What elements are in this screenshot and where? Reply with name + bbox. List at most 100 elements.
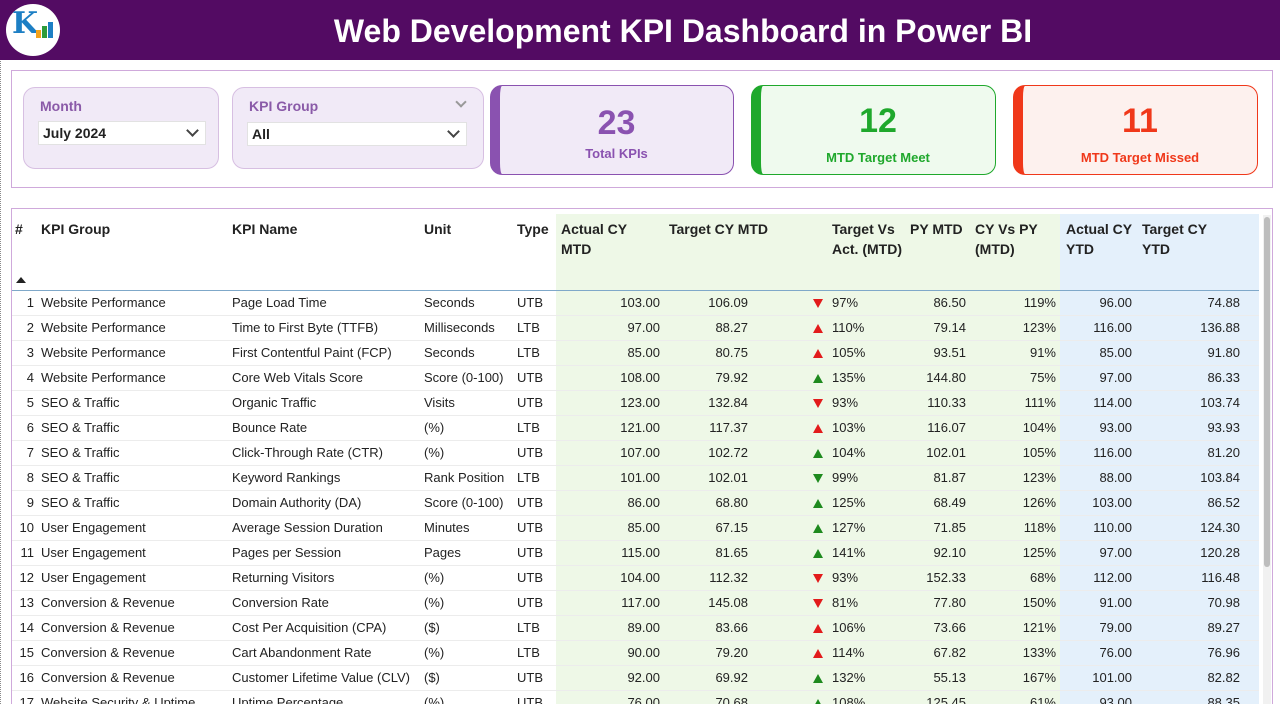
column-header-cy-vs-py[interactable]: CY Vs PY (MTD) — [975, 221, 1038, 257]
chevron-down-icon[interactable] — [455, 96, 467, 108]
column-header-kpi-group[interactable]: KPI Group — [41, 221, 111, 237]
column-header-type[interactable]: Type — [517, 221, 549, 237]
table-row[interactable]: 2 Website Performance Time to First Byte (… — [12, 316, 1259, 341]
cell-kpi-group: Website Security & Uptime — [41, 695, 196, 704]
cell-unit: Score (0-100) — [424, 370, 504, 385]
cell-type: LTB — [517, 620, 540, 635]
cell-cy-vs-py: 119% — [1023, 295, 1056, 310]
total-kpis-card: 23 Total KPIs — [490, 85, 734, 175]
cell-actual-cy-ytd: 101.00 — [1092, 670, 1132, 685]
table-row[interactable]: 1 Website Performance Page Load Time Second… — [12, 291, 1259, 316]
cell-actual-cy-ytd: 88.00 — [1099, 470, 1132, 485]
triangle-down-icon — [813, 574, 823, 583]
column-header-target-vs-act[interactable]: Target Vs Act. (MTD) — [832, 221, 902, 257]
table-row[interactable]: 17 Website Security & Uptime Uptime Percen… — [12, 691, 1259, 704]
table-row[interactable]: 13 Conversion & Revenue Conversion Rate (%)… — [12, 591, 1259, 616]
cell-cy-vs-py: 123% — [1022, 320, 1056, 335]
cell-target-cy-mtd: 112.32 — [709, 570, 748, 585]
triangle-down-icon — [813, 474, 823, 483]
table-row[interactable]: 9 SEO & Traffic Domain Authority (DA) Score… — [12, 491, 1259, 516]
cell-target-cy-mtd: 69.92 — [715, 670, 748, 685]
table-row[interactable]: 6 SEO & Traffic Bounce Rate (%) LTB 121.00 11… — [12, 416, 1259, 441]
table-row[interactable]: 14 Conversion & Revenue Cost Per Acquisiti… — [12, 616, 1259, 641]
cell-unit: (%) — [424, 445, 445, 460]
cell-kpi-name: Keyword Rankings — [232, 470, 341, 485]
cell-py-mtd: 79.14 — [933, 320, 966, 335]
cell-py-mtd: 71.85 — [933, 520, 966, 535]
column-header-kpi-name[interactable]: KPI Name — [232, 221, 298, 237]
cell-target-cy-mtd: 145.08 — [708, 595, 748, 610]
mtd-column-band — [556, 214, 1060, 704]
cell-cy-vs-py: 75% — [1029, 370, 1056, 385]
cell-type: UTB — [517, 395, 543, 410]
cell-target-cy-mtd: 79.92 — [715, 370, 748, 385]
mtd-target-meet-label: MTD Target Meet — [826, 150, 930, 165]
cell-actual-cy-ytd: 79.00 — [1099, 620, 1132, 635]
table-body: 1 Website Performance Page Load Time Second… — [12, 291, 1259, 704]
column-header-py-mtd[interactable]: PY MTD — [910, 221, 963, 237]
column-header-target-cy-ytd[interactable]: Target CY YTD — [1142, 221, 1207, 257]
column-header-unit[interactable]: Unit — [424, 221, 452, 237]
cell-actual-cy-ytd: 97.00 — [1099, 545, 1132, 560]
table-row[interactable]: 10 User Engagement Average Session Duratio… — [12, 516, 1259, 541]
summary-panel: Month July 2024 KPI Group All 23 Total K… — [11, 70, 1273, 188]
cell-actual-cy-mtd: 108.00 — [620, 370, 660, 385]
cell-target-cy-mtd: 83.66 — [715, 620, 748, 635]
cell-target-cy-mtd: 106.09 — [708, 295, 748, 310]
cell-cy-vs-py: 133% — [1022, 645, 1056, 660]
cell-type: UTB — [517, 670, 543, 685]
cell-target-cy-mtd: 117.37 — [709, 420, 748, 435]
cell-kpi-group: Conversion & Revenue — [41, 595, 175, 610]
cell-target-cy-mtd: 132.84 — [708, 395, 748, 410]
triangle-up-icon — [813, 699, 823, 704]
cell-actual-cy-mtd: 115.00 — [621, 545, 660, 560]
column-header-target-cy-mtd[interactable]: Target CY MTD — [669, 221, 769, 237]
cell-actual-cy-mtd: 97.00 — [627, 320, 660, 335]
table-row[interactable]: 3 Website Performance First Contentful Pai… — [12, 341, 1259, 366]
table-row[interactable]: 8 SEO & Traffic Keyword Rankings Rank Posit… — [12, 466, 1259, 491]
table-row[interactable]: 7 SEO & Traffic Click-Through Rate (CTR) (… — [12, 441, 1259, 466]
table-row[interactable]: 11 User Engagement Pages per Session Pages U… — [12, 541, 1259, 566]
sort-ascending-icon[interactable] — [16, 277, 26, 283]
cell-index: 9 — [26, 495, 34, 510]
cell-index: 15 — [19, 645, 34, 660]
cell-kpi-group: Website Performance — [41, 295, 166, 310]
column-header-actual-cy-ytd[interactable]: Actual CY YTD — [1066, 221, 1132, 257]
vertical-scrollbar[interactable] — [1263, 215, 1271, 704]
cell-kpi-name: Click-Through Rate (CTR) — [232, 445, 383, 460]
scrollbar-thumb[interactable] — [1264, 217, 1270, 567]
table-row[interactable]: 15 Conversion & Revenue Cart Abandonment R… — [12, 641, 1259, 666]
mtd-target-meet-value: 12 — [859, 102, 897, 140]
kpi-group-dropdown[interactable]: All — [247, 122, 467, 146]
column-header-index[interactable]: # — [15, 221, 23, 237]
table-row[interactable]: 5 SEO & Traffic Organic Traffic Visits UTB 12… — [12, 391, 1259, 416]
cell-actual-cy-ytd: 116.00 — [1093, 445, 1132, 460]
cell-target-vs-act: 135% — [832, 370, 866, 385]
cell-target-cy-ytd: 103.74 — [1200, 395, 1240, 410]
cell-kpi-name: Page Load Time — [232, 295, 327, 310]
column-header-actual-cy-mtd[interactable]: Actual CY MTD — [561, 221, 627, 257]
cell-cy-vs-py: 123% — [1022, 470, 1056, 485]
cell-actual-cy-mtd: 92.00 — [627, 670, 660, 685]
month-dropdown[interactable]: July 2024 — [38, 121, 206, 145]
cell-unit: Rank Position — [424, 470, 505, 485]
triangle-up-icon — [813, 499, 823, 508]
cell-kpi-group: Conversion & Revenue — [41, 620, 175, 635]
cell-target-vs-act: 141% — [832, 545, 866, 560]
cell-cy-vs-py: 68% — [1029, 570, 1056, 585]
triangle-up-icon — [813, 424, 823, 433]
cell-actual-cy-ytd: 112.00 — [1093, 570, 1132, 585]
cell-target-cy-ytd: 82.82 — [1207, 670, 1240, 685]
cell-unit: (%) — [424, 695, 445, 704]
cell-target-cy-ytd: 88.35 — [1207, 695, 1240, 704]
cell-target-vs-act: 99% — [832, 470, 859, 485]
table-row[interactable]: 4 Website Performance Core Web Vitals Scor… — [12, 366, 1259, 391]
table-row[interactable]: 12 User Engagement Returning Visitors (%) UT… — [12, 566, 1259, 591]
triangle-up-icon — [813, 324, 823, 333]
triangle-up-icon — [813, 349, 823, 358]
table-row[interactable]: 16 Conversion & Revenue Customer Lifetime … — [12, 666, 1259, 691]
cell-target-cy-mtd: 79.20 — [715, 645, 748, 660]
cell-actual-cy-ytd: 114.00 — [1093, 395, 1132, 410]
cell-kpi-group: SEO & Traffic — [41, 395, 120, 410]
triangle-up-icon — [813, 374, 823, 383]
